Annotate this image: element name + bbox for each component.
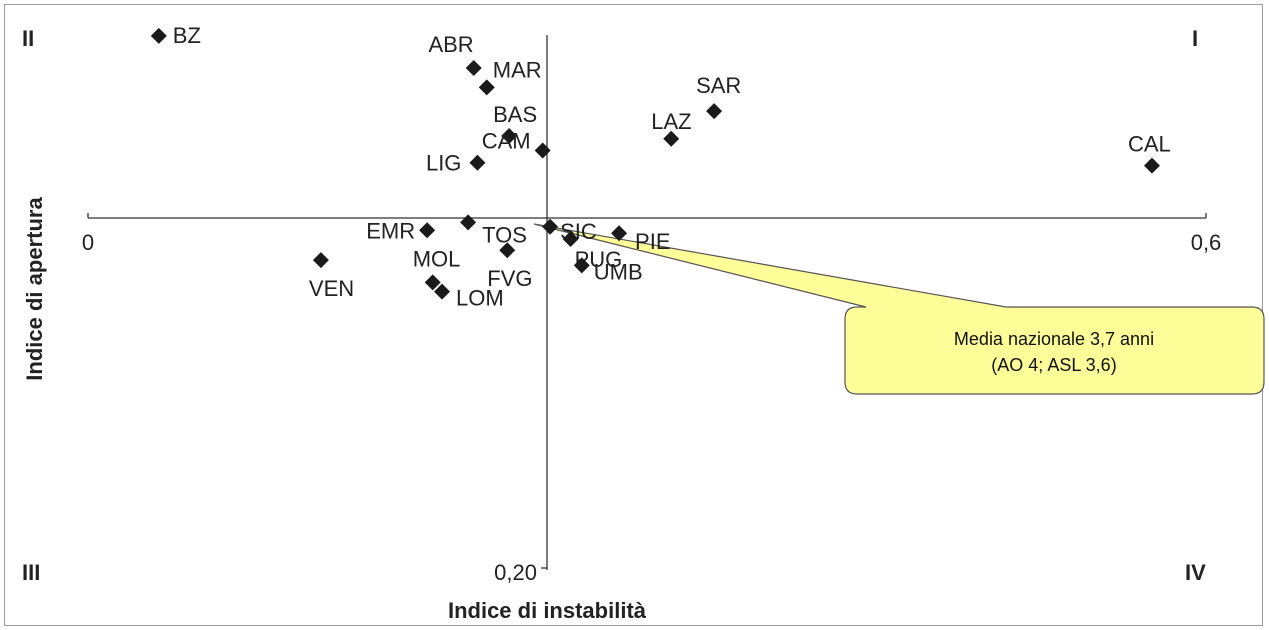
point-marker-umb — [573, 257, 590, 274]
point-marker-bas — [501, 128, 518, 145]
point-label-abr: ABR — [428, 32, 473, 57]
point-label-bas: BAS — [493, 102, 537, 127]
point-marker-tos — [460, 214, 477, 231]
callout-line-1: Media nazionale 3,7 anni — [954, 329, 1154, 349]
point-marker-sic — [542, 218, 559, 235]
point-marker-ven — [312, 252, 329, 269]
point-label-cam: CAM — [482, 128, 531, 153]
point-label-lig: LIG — [426, 151, 461, 176]
point-label-mar: MAR — [493, 57, 542, 82]
point-label-pie: PIE — [635, 229, 670, 254]
point-marker-mar — [478, 79, 495, 96]
point-label-lom: LOM — [456, 286, 504, 311]
callout-bubble — [533, 223, 1265, 395]
point-label-fvg: FVG — [487, 266, 532, 291]
point-marker-abr — [465, 59, 482, 76]
y-tick-label-0: 0,20 — [494, 560, 537, 585]
point-label-sar: SAR — [696, 73, 741, 98]
point-marker-lom — [434, 283, 451, 300]
point-marker-sar — [706, 103, 723, 120]
point-label-cal: CAL — [1128, 132, 1171, 157]
x-tick-label-1: 0,6 — [1191, 230, 1222, 255]
point-marker-pug — [562, 231, 579, 248]
point-marker-lig — [469, 154, 486, 171]
point-label-laz: LAZ — [651, 109, 691, 134]
point-marker-laz — [663, 130, 680, 147]
point-label-umb: UMB — [594, 259, 643, 284]
point-marker-pie — [611, 225, 628, 242]
x-axis-title: Indice di instabilità — [448, 598, 647, 623]
quadrant-label-4: IV — [1185, 560, 1206, 585]
point-label-bz: BZ — [173, 23, 201, 48]
point-marker-mol — [424, 274, 441, 291]
point-marker-bz — [150, 27, 167, 44]
quadrant-label-3: III — [22, 560, 40, 585]
point-label-mol: MOL — [413, 246, 461, 271]
callout-line-2: (AO 4; ASL 3,6) — [991, 355, 1116, 375]
point-label-tos: TOS — [482, 222, 527, 247]
x-tick-label-0: 0 — [82, 230, 94, 255]
quadrant-label-2: II — [22, 26, 34, 51]
point-marker-cal — [1143, 157, 1160, 174]
point-marker-cam — [534, 142, 551, 159]
quadrant-label-1: I — [1192, 26, 1198, 51]
point-label-ven: VEN — [309, 276, 354, 301]
point-marker-fvg — [499, 242, 516, 259]
y-axis-title: Indice di apertura — [22, 197, 47, 381]
point-marker-emr — [419, 222, 436, 239]
point-label-emr: EMR — [366, 218, 415, 243]
